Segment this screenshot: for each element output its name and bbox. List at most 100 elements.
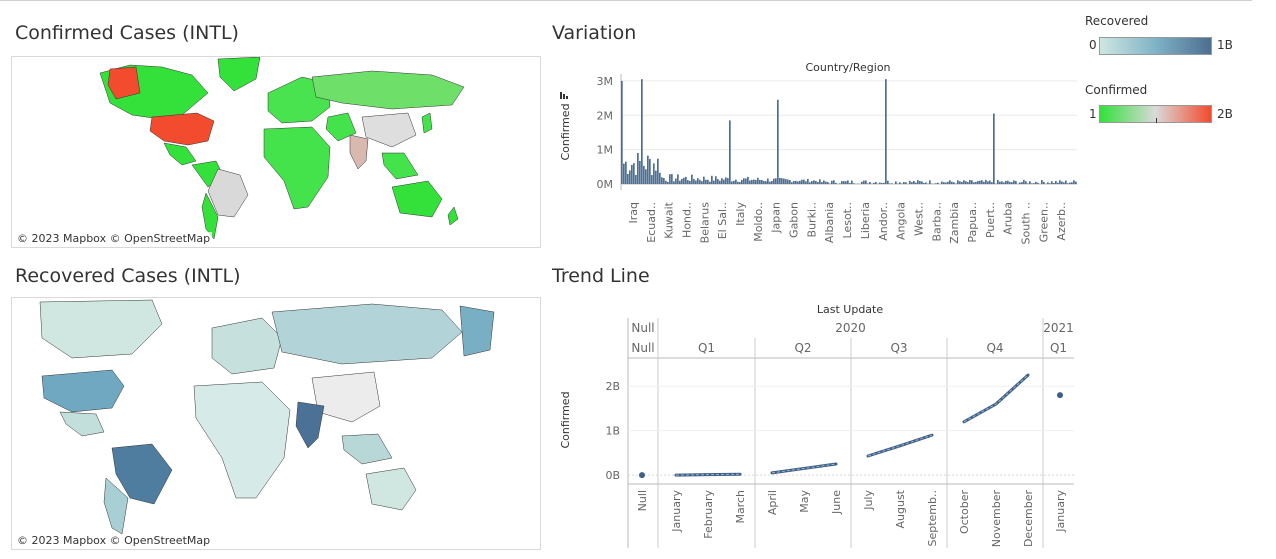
variation-bar bbox=[975, 181, 977, 184]
map-region-russia bbox=[311, 70, 465, 110]
variation-bar bbox=[661, 177, 663, 184]
variation-x-tick-label: Lesot.. bbox=[841, 202, 854, 238]
variation-bar bbox=[1021, 182, 1023, 184]
trend-month-label: February bbox=[702, 490, 715, 539]
variation-bar bbox=[641, 79, 643, 184]
map-region-south-cone bbox=[103, 477, 129, 535]
confirmed-color-ramp bbox=[1099, 105, 1212, 123]
variation-bar bbox=[749, 180, 751, 184]
variation-bar bbox=[1067, 183, 1069, 184]
map-region-new-zealand bbox=[447, 206, 459, 226]
variation-bar bbox=[751, 179, 753, 184]
variation-bar bbox=[737, 181, 739, 184]
variation-bar bbox=[1015, 181, 1017, 184]
variation-y-axis-label: Confirmed bbox=[559, 103, 572, 160]
trend-line-chart[interactable]: Last Update Confirmed Null 2020 2021 Null Q1… bbox=[550, 296, 1080, 554]
trend-month-label: January bbox=[1054, 490, 1067, 533]
variation-bar bbox=[1063, 182, 1065, 184]
variation-bar bbox=[1069, 182, 1071, 184]
variation-bar bbox=[895, 181, 897, 184]
variation-bar bbox=[755, 179, 757, 184]
variation-bar bbox=[777, 99, 779, 184]
variation-bar bbox=[787, 179, 789, 184]
variation-bar bbox=[765, 181, 767, 184]
map-region-alaska-east bbox=[459, 305, 495, 357]
trend-chart-title: Last Update bbox=[817, 303, 883, 316]
variation-bar bbox=[827, 182, 829, 184]
variation-bar bbox=[1047, 182, 1049, 184]
top-divider bbox=[0, 0, 1252, 1]
variation-bar bbox=[849, 183, 851, 184]
variation-bar bbox=[669, 174, 671, 184]
variation-bar bbox=[825, 181, 827, 184]
trend-month-label: May bbox=[798, 490, 811, 513]
trend-month-label: Septemb.. bbox=[926, 490, 939, 547]
variation-bar bbox=[1051, 181, 1053, 184]
variation-bar bbox=[985, 179, 987, 184]
variation-bar bbox=[625, 161, 627, 184]
variation-bar bbox=[745, 178, 747, 184]
variation-bar bbox=[829, 183, 831, 184]
trend-series-line bbox=[962, 373, 1030, 424]
map-credit[interactable]: © 2023 Mapbox © OpenStreetMap bbox=[15, 232, 213, 245]
variation-bar bbox=[903, 182, 905, 184]
map-region-russia bbox=[271, 303, 463, 365]
trend-series-trend bbox=[771, 463, 837, 474]
sort-icon[interactable] bbox=[560, 92, 568, 99]
trend-y-axis-label: Confirmed bbox=[559, 391, 572, 448]
variation-bar bbox=[905, 182, 907, 184]
map-region-usa bbox=[149, 112, 215, 146]
variation-bar bbox=[1011, 182, 1013, 184]
map-region-europe bbox=[211, 317, 283, 375]
variation-bar bbox=[813, 180, 815, 184]
variation-x-tick-label: Papua.. bbox=[966, 202, 979, 243]
recovered-map-svg[interactable] bbox=[12, 298, 540, 549]
variation-bar bbox=[717, 179, 719, 184]
variation-x-tick-label: Belarus bbox=[698, 202, 711, 244]
variation-bar bbox=[815, 180, 817, 184]
variation-bar bbox=[657, 158, 659, 184]
variation-bar bbox=[1057, 182, 1059, 184]
variation-bar bbox=[811, 181, 813, 184]
map-credit[interactable]: © 2023 Mapbox © OpenStreetMap bbox=[15, 534, 213, 547]
trend-quarter-label: Null bbox=[631, 341, 654, 355]
variation-bar bbox=[627, 173, 629, 184]
variation-chart-title: Country/Region bbox=[805, 61, 890, 74]
variation-bar bbox=[883, 182, 885, 184]
trend-series-trend bbox=[675, 473, 741, 476]
recovered-color-ramp bbox=[1099, 37, 1212, 55]
variation-x-tick-label: Azerb.. bbox=[1055, 202, 1068, 241]
variation-bar bbox=[989, 180, 991, 184]
map-region-africa bbox=[193, 381, 291, 499]
variation-bar bbox=[991, 182, 993, 184]
variation-bar bbox=[775, 178, 777, 184]
variation-bar bbox=[1031, 183, 1033, 184]
variation-bar bbox=[683, 177, 685, 184]
variation-bar bbox=[891, 183, 893, 184]
variation-bar bbox=[983, 181, 985, 184]
variation-bar bbox=[937, 182, 939, 184]
map-region-africa bbox=[263, 126, 331, 210]
variation-bar-chart[interactable]: Country/Region Confirmed 0M 1M 2M 3M Iraq Ec… bbox=[550, 54, 1080, 254]
variation-bar bbox=[629, 170, 631, 184]
variation-bar bbox=[921, 181, 923, 184]
variation-bar bbox=[879, 182, 881, 184]
variation-bar bbox=[653, 163, 655, 184]
variation-bar bbox=[915, 182, 917, 184]
variation-bar bbox=[699, 179, 701, 184]
variation-bar bbox=[873, 182, 875, 184]
variation-bar bbox=[693, 178, 695, 184]
variation-bar bbox=[1061, 181, 1063, 184]
variation-bar bbox=[973, 182, 975, 184]
variation-bar bbox=[951, 181, 953, 184]
variation-bar bbox=[863, 180, 865, 184]
variation-bar bbox=[819, 179, 821, 184]
variation-x-tick-label: Puert.. bbox=[984, 202, 997, 238]
variation-bar bbox=[1053, 183, 1055, 184]
confirmed-map-svg[interactable] bbox=[12, 57, 540, 247]
confirmed-cases-map[interactable]: © 2023 Mapbox © OpenStreetMap bbox=[11, 56, 541, 248]
recovered-cases-map[interactable]: © 2023 Mapbox © OpenStreetMap bbox=[11, 297, 541, 550]
variation-bar bbox=[861, 181, 863, 184]
variation-x-tick-label: Liberia bbox=[859, 202, 872, 239]
variation-bar bbox=[1019, 182, 1021, 184]
